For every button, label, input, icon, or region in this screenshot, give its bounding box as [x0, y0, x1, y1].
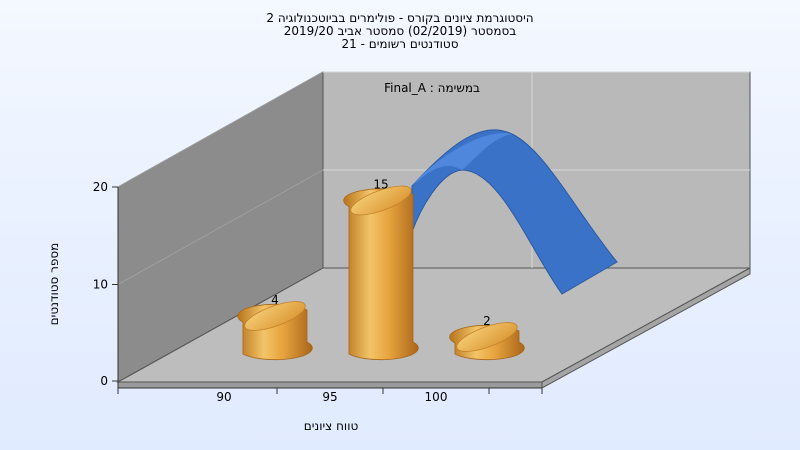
x-tick-labels: 90 95 100	[216, 390, 447, 404]
distribution-curve	[411, 129, 618, 295]
grid-line-wall	[117, 71, 324, 188]
y-tick-label: 20	[93, 180, 108, 194]
bars-group	[237, 185, 525, 361]
x-axis-title: טווח ציונים	[304, 419, 359, 433]
y-tick-labels: 0 10 20	[93, 180, 108, 388]
chart-title-line-2: בסמסטר (02/2019) סמסטר אביב 2019/20	[284, 24, 516, 38]
chart-title-line-1: היסטוגרמת ציונים בקורס - פולימרים בביוטכ…	[266, 11, 533, 25]
bar-95	[343, 188, 419, 361]
grid-line-wall	[117, 169, 324, 285]
data-label-90: 4	[271, 293, 279, 307]
bar-top-90	[244, 301, 306, 331]
y-tick-label: 10	[93, 278, 108, 292]
chart-annotation: Final_A : במשימה	[384, 81, 480, 95]
chart-title-line-3: סטודנטים רשומים - 21	[341, 37, 458, 51]
bar-top-95	[350, 185, 412, 216]
x-tick-label: 90	[216, 390, 231, 404]
data-label-95: 15	[373, 178, 388, 192]
data-labels: 4 15 2	[271, 178, 491, 329]
x-tick-label: 95	[322, 390, 337, 404]
y-tick-label: 0	[100, 374, 108, 388]
x-tick-label: 100	[425, 390, 448, 404]
tick-marks	[112, 186, 543, 394]
distribution-ribbon	[411, 129, 618, 295]
y-axis-title: מספר סטודנטים	[47, 243, 61, 326]
floor-edge	[117, 381, 543, 389]
floor-side-edge	[541, 267, 751, 389]
data-label-100: 2	[483, 314, 491, 328]
distribution-ribbon-top	[412, 133, 512, 186]
bar-top-100	[456, 322, 518, 352]
